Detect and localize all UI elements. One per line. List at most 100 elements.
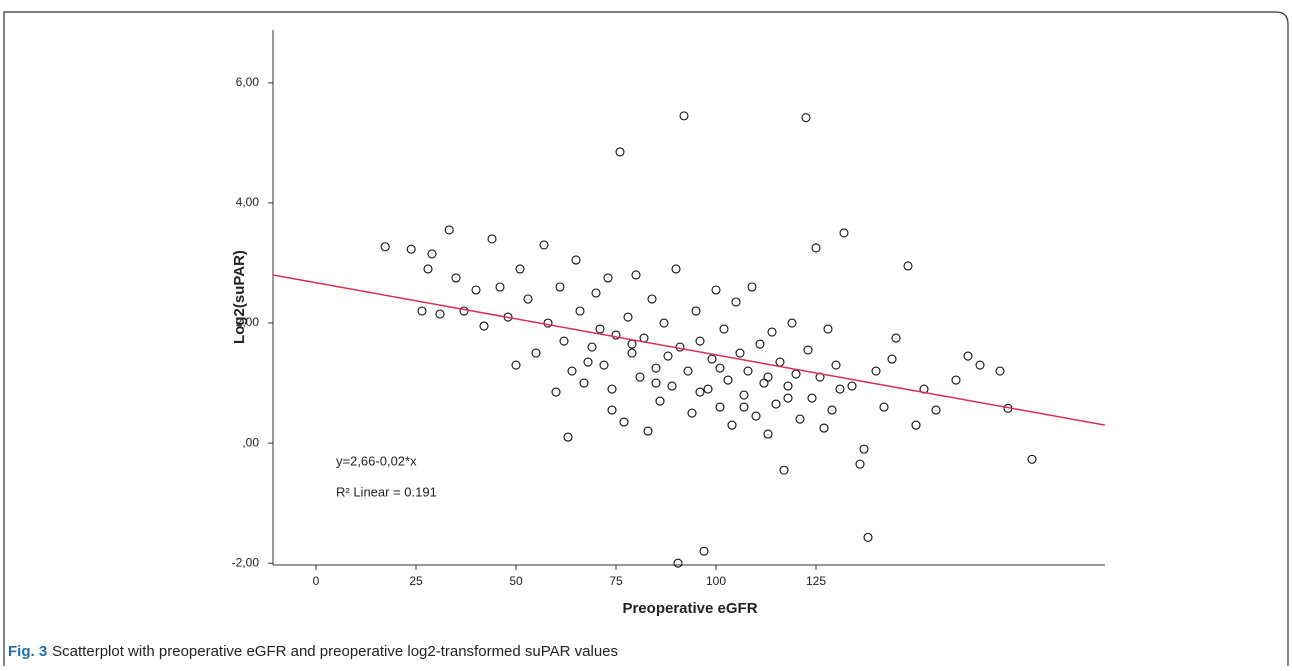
data-point bbox=[643, 426, 653, 436]
data-point bbox=[667, 381, 677, 391]
data-point bbox=[575, 306, 585, 316]
data-point bbox=[931, 405, 941, 415]
data-point bbox=[747, 282, 757, 292]
data-point bbox=[847, 381, 857, 391]
x-tick-label: 125 bbox=[806, 574, 826, 588]
data-point bbox=[727, 420, 737, 430]
data-point bbox=[855, 459, 865, 469]
data-point bbox=[627, 339, 637, 349]
data-point bbox=[451, 273, 461, 283]
data-point bbox=[380, 242, 390, 252]
data-point bbox=[631, 270, 641, 280]
caption-label: Fig. 3 bbox=[8, 643, 47, 660]
data-point bbox=[759, 378, 769, 388]
data-point bbox=[659, 318, 669, 328]
data-point bbox=[859, 444, 869, 454]
data-point bbox=[673, 558, 683, 568]
data-point bbox=[651, 378, 661, 388]
data-point bbox=[471, 285, 481, 295]
data-point bbox=[763, 429, 773, 439]
x-axis-title: Preoperative eGFR bbox=[622, 600, 757, 617]
x-tick-label: 50 bbox=[509, 574, 523, 588]
data-point bbox=[783, 381, 793, 391]
data-point bbox=[427, 249, 437, 259]
data-point bbox=[783, 393, 793, 403]
data-point bbox=[715, 402, 725, 412]
data-point bbox=[627, 348, 637, 358]
data-point bbox=[951, 375, 961, 385]
data-point bbox=[707, 354, 717, 364]
data-point bbox=[603, 273, 613, 283]
data-point bbox=[879, 402, 889, 412]
data-point bbox=[779, 465, 789, 475]
data-point bbox=[715, 363, 725, 373]
fit-line bbox=[272, 274, 1106, 426]
data-point bbox=[995, 366, 1005, 376]
data-point bbox=[903, 261, 913, 271]
data-point bbox=[739, 390, 749, 400]
data-point bbox=[819, 423, 829, 433]
data-point bbox=[655, 396, 665, 406]
data-point bbox=[423, 264, 433, 274]
y-tick-label: 4,00 bbox=[236, 195, 260, 209]
data-point bbox=[615, 147, 625, 157]
data-point bbox=[887, 354, 897, 364]
data-point bbox=[691, 306, 701, 316]
data-point bbox=[1027, 454, 1037, 464]
data-point bbox=[831, 360, 841, 370]
data-point bbox=[675, 342, 685, 352]
data-point bbox=[479, 321, 489, 331]
data-point bbox=[595, 324, 605, 334]
x-tick-label: 75 bbox=[609, 574, 623, 588]
r2-annotation: R² Linear = 0.191 bbox=[336, 484, 437, 499]
data-point bbox=[803, 345, 813, 355]
data-point bbox=[771, 399, 781, 409]
data-point bbox=[703, 384, 713, 394]
data-point bbox=[559, 336, 569, 346]
data-point bbox=[699, 546, 709, 556]
data-point bbox=[763, 372, 773, 382]
data-point bbox=[607, 384, 617, 394]
data-point bbox=[891, 333, 901, 343]
data-point bbox=[555, 282, 565, 292]
data-point bbox=[743, 366, 753, 376]
data-point bbox=[635, 372, 645, 382]
data-point bbox=[459, 306, 469, 316]
data-point bbox=[811, 243, 821, 253]
data-point bbox=[711, 285, 721, 295]
data-point bbox=[406, 244, 416, 254]
data-point bbox=[515, 264, 525, 274]
y-tick-label: 6,00 bbox=[236, 75, 260, 89]
caption-text: Scatterplot with preoperative eGFR and p… bbox=[52, 643, 618, 660]
data-point bbox=[735, 348, 745, 358]
data-point bbox=[495, 282, 505, 292]
y-tick-label: 2,00 bbox=[236, 315, 260, 329]
data-point bbox=[723, 375, 733, 385]
data-point bbox=[623, 312, 633, 322]
data-point bbox=[795, 414, 805, 424]
data-point bbox=[731, 297, 741, 307]
data-point bbox=[739, 402, 749, 412]
data-point bbox=[911, 420, 921, 430]
x-tick-label: 25 bbox=[409, 574, 423, 588]
data-point bbox=[695, 387, 705, 397]
data-point bbox=[963, 351, 973, 361]
data-point bbox=[444, 225, 454, 235]
y-tick-label: -2,00 bbox=[232, 555, 260, 569]
data-point bbox=[435, 309, 445, 319]
y-axis-title: Log2(suPAR) bbox=[231, 250, 248, 344]
data-point bbox=[599, 360, 609, 370]
data-point bbox=[579, 378, 589, 388]
data-point bbox=[587, 342, 597, 352]
data-point bbox=[647, 294, 657, 304]
data-point bbox=[751, 411, 761, 421]
data-point bbox=[755, 339, 765, 349]
data-point bbox=[863, 532, 873, 542]
data-point bbox=[671, 264, 681, 274]
data-point bbox=[695, 336, 705, 346]
data-point bbox=[563, 432, 573, 442]
data-point bbox=[827, 405, 837, 415]
figure-frame bbox=[3, 11, 1289, 666]
data-point bbox=[511, 360, 521, 370]
